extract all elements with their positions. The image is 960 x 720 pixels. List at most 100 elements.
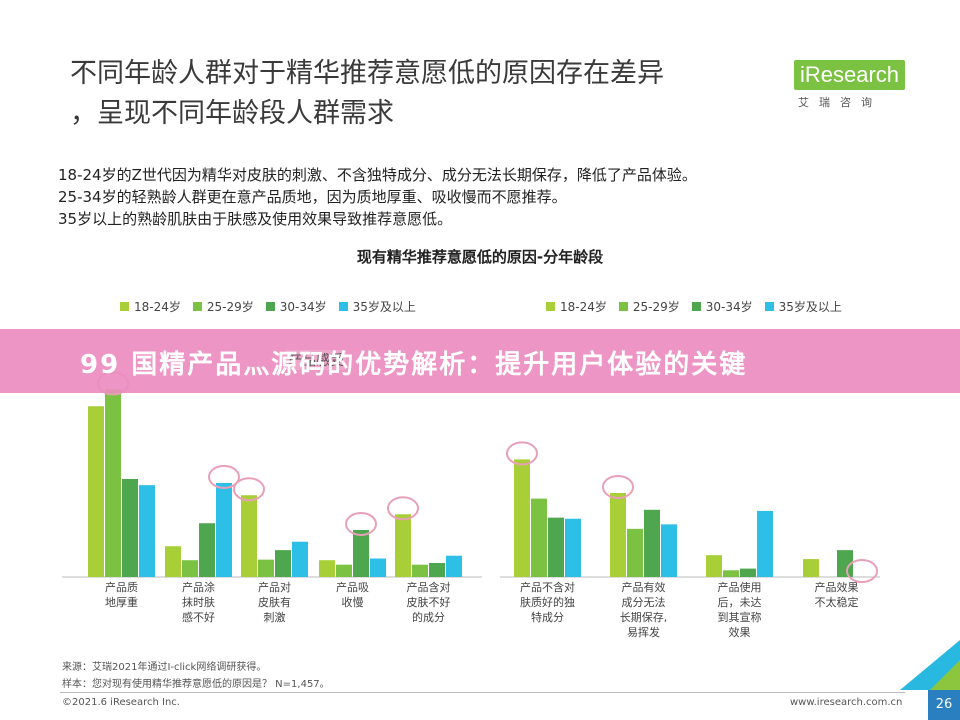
bar xyxy=(661,524,677,577)
bar xyxy=(429,563,445,577)
legend-item: 25-29岁 xyxy=(192,298,254,315)
legend-swatch xyxy=(618,302,628,311)
legend-swatch xyxy=(265,302,275,311)
legend-swatch xyxy=(338,302,348,311)
bar xyxy=(627,528,643,577)
legend-right: 18-24岁 25-29岁 30-34岁 35岁及以上 xyxy=(546,298,842,315)
bar xyxy=(105,389,121,577)
bar xyxy=(803,559,819,577)
category-label: 后，未达 xyxy=(718,596,762,609)
bar xyxy=(610,493,626,577)
bar xyxy=(644,509,660,577)
category-label: 效果 xyxy=(729,625,751,639)
category-label: 产品吸 xyxy=(336,580,369,594)
bar xyxy=(182,560,198,577)
highlight-circle xyxy=(345,511,377,536)
bar xyxy=(275,550,291,577)
category-label: 地厚重 xyxy=(105,595,138,609)
legend-swatch xyxy=(546,302,555,311)
bar xyxy=(757,510,773,577)
category-label: 的成分 xyxy=(412,610,445,624)
bar xyxy=(412,564,428,577)
category-label: 产品有效 xyxy=(622,580,666,594)
bar xyxy=(122,479,138,577)
bar xyxy=(292,541,308,577)
bar xyxy=(88,406,104,577)
logo-wordmark: iResearch xyxy=(794,60,906,90)
bar xyxy=(395,514,411,577)
bar xyxy=(370,558,386,577)
bar xyxy=(241,495,257,577)
highlight-circle xyxy=(846,559,878,583)
title-line-2: ，呈现不同年龄段人群需求 xyxy=(70,98,394,129)
bar xyxy=(336,564,352,577)
category-label: 易挥发 xyxy=(627,625,660,639)
legend-label: 30-34岁 xyxy=(705,300,753,314)
bar xyxy=(353,529,369,577)
category-label: 产品效果 xyxy=(815,580,859,594)
legend-item: 18-24岁 xyxy=(120,298,181,315)
bar xyxy=(740,568,756,577)
desc-line-1: 18-24岁的Z世代因为精华对皮肤的刺激、不含独特成分、成分无法长期保存，降低了… xyxy=(58,166,697,184)
sample-note: 样本：您对现有使用精华推荐意愿低的原因是？ N=1,457。 xyxy=(62,679,330,690)
category-label: 产品含对 xyxy=(407,580,451,594)
category-label: 产品使用 xyxy=(718,580,762,594)
legend-label: 25-29岁 xyxy=(632,300,680,314)
source-note: 来源：艾瑞2021年通过I-click网络调研获得。 xyxy=(62,662,267,673)
bar xyxy=(723,570,739,577)
website: www.iresearch.com.cn xyxy=(790,697,903,708)
highlight-circle xyxy=(602,475,634,499)
category-label: 产品涂 xyxy=(182,580,215,594)
category-label: 感不好 xyxy=(182,610,215,624)
title-line-1: 不同年龄人群对于精华推荐意愿低的原因存在差异 xyxy=(70,58,664,89)
iresearch-logo: iResearch 艾瑞咨询 xyxy=(790,56,930,116)
bar xyxy=(258,559,274,577)
legend-item: 30-34岁 xyxy=(265,298,327,315)
highlight-circle xyxy=(506,441,538,466)
legend-item: 35岁及以上 xyxy=(764,298,842,315)
category-label: 长期保存, xyxy=(620,610,668,624)
category-label: 抹时肤 xyxy=(182,595,215,609)
bar xyxy=(706,555,722,577)
category-label: 不太稳定 xyxy=(815,595,859,609)
chart-title: 现有精华推荐意愿低的原因-分年龄段 xyxy=(356,248,604,266)
bar xyxy=(531,498,547,577)
legend-label: 35岁及以上 xyxy=(778,300,842,314)
legend-label: 35岁及以上 xyxy=(352,300,416,314)
category-label: 刺激 xyxy=(264,610,286,624)
slide-title: 不同年龄人群对于精华推荐意愿低的原因存在差异 ，呈现不同年龄段人群需求 xyxy=(70,54,790,134)
legend-swatch xyxy=(120,302,129,311)
desc-line-3: 35岁以上的熟龄肌肤由于肤感及使用效果导致推荐意愿低。 xyxy=(58,210,453,228)
legend-label: 18-24岁 xyxy=(134,300,181,314)
bar xyxy=(514,459,530,577)
bar xyxy=(548,517,564,577)
banner-chip: 产品感受 xyxy=(286,350,346,370)
page-number: 26 xyxy=(928,690,960,720)
category-label: 成分无法 xyxy=(622,595,666,609)
legend-item: 30-34岁 xyxy=(691,298,753,315)
logo-subtitle: 艾瑞咨询 xyxy=(798,96,882,109)
legend-label: 18-24岁 xyxy=(560,300,607,314)
legend-swatch xyxy=(691,302,701,311)
category-label: 皮肤不好 xyxy=(407,595,451,609)
category-label: 产品不含对 xyxy=(520,580,575,594)
category-label: 产品对 xyxy=(258,580,291,594)
category-label: 到其宣称 xyxy=(718,610,762,624)
footer-divider xyxy=(60,692,905,693)
banner-text: 99 国精产品灬源码的优势解析：提升用户体验的关键 xyxy=(80,350,748,380)
highlight-circle xyxy=(233,477,265,502)
legend-item: 35岁及以上 xyxy=(338,298,416,315)
legend-item: 25-29岁 xyxy=(618,298,680,315)
highlight-circle xyxy=(387,496,419,521)
description-block: 18-24岁的Z世代因为精华对皮肤的刺激、不含独特成分、成分无法长期保存，降低了… xyxy=(58,164,918,230)
category-label: 产品质 xyxy=(105,580,138,594)
bar xyxy=(446,555,462,577)
bar xyxy=(565,518,581,577)
legend-left: 18-24岁 25-29岁 30-34岁 35岁及以上 xyxy=(120,298,416,315)
bar xyxy=(319,560,335,577)
corner-decoration-accent xyxy=(930,660,960,690)
highlight-circle xyxy=(208,464,240,489)
legend-item: 18-24岁 xyxy=(546,298,607,315)
legend-swatch xyxy=(192,302,202,311)
bar xyxy=(139,485,155,577)
